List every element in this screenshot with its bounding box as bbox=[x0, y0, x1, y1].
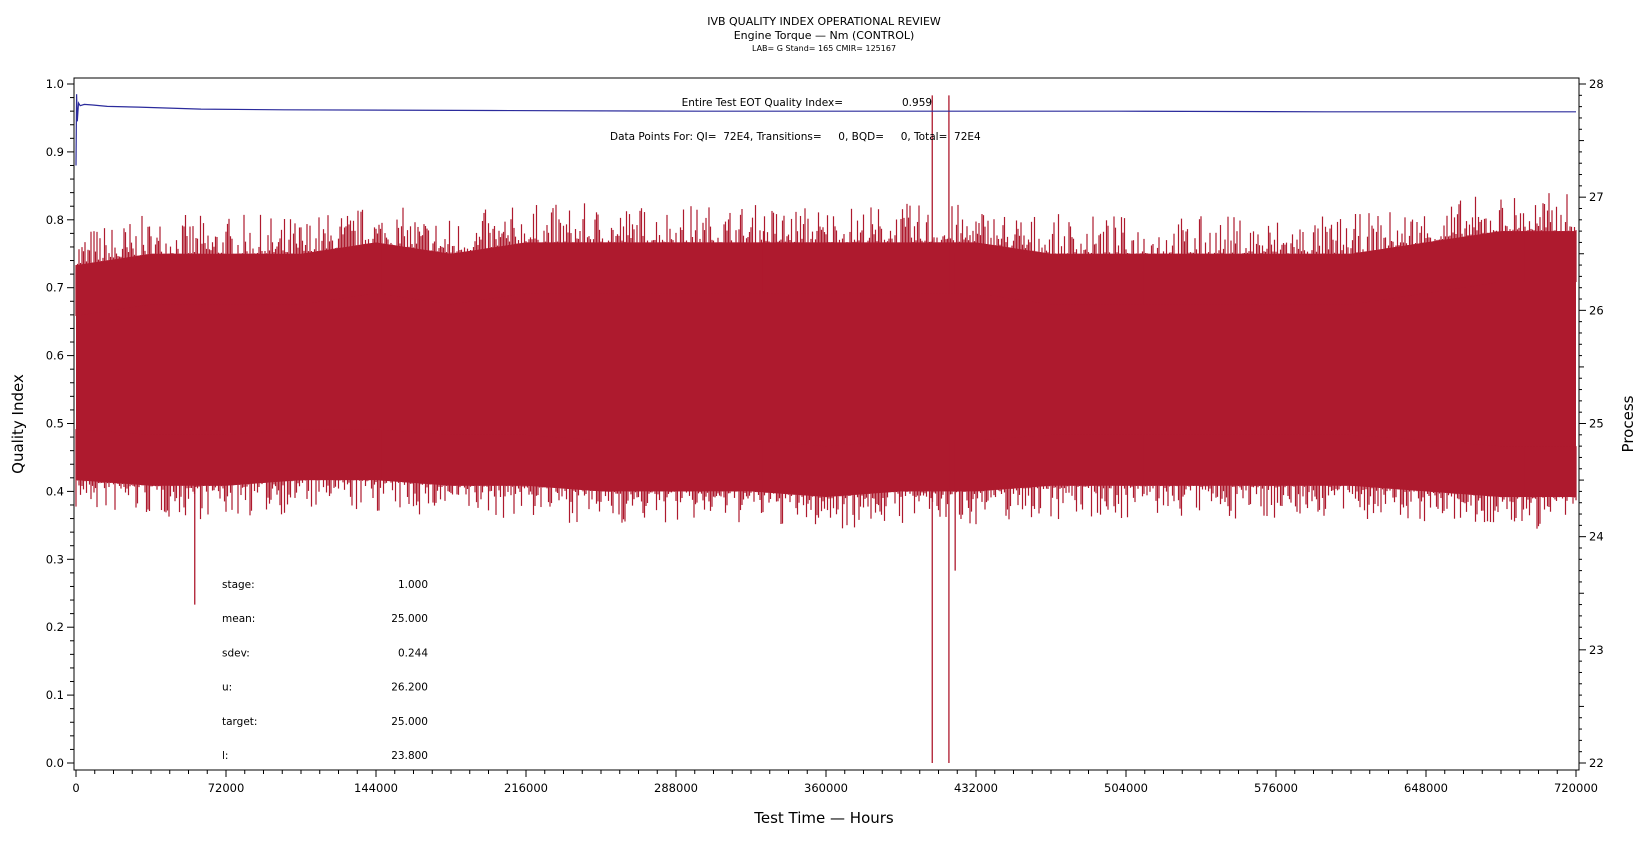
y-left-tick-label: 1.0 bbox=[46, 77, 64, 91]
stats-block: stage: 1.000 mean: 25.000 sdev: 0.244 u: 26.200… bbox=[222, 579, 428, 762]
x-tick-label: 360000 bbox=[804, 781, 848, 795]
data-points-annotation: Data Points For: QI= 72E4, Transitions= … bbox=[610, 131, 981, 143]
stat-value: 0.244 bbox=[398, 647, 428, 659]
y-right-tick-label: 27 bbox=[1589, 190, 1604, 204]
stat-label: u: bbox=[222, 682, 232, 694]
axes: 0.0 0.1 0.2 0.3 0.4 0.5 0.6 0.7 0.8 0.9 1.0 22 23 24 2… bbox=[46, 77, 1604, 795]
qi-annotation-label: Entire Test EOT Quality Index= bbox=[682, 97, 843, 109]
y-left-tick-label: 0.2 bbox=[46, 620, 64, 634]
qi-annotation-value: 0.959 bbox=[902, 97, 932, 109]
x-tick-label: 0 bbox=[72, 781, 79, 795]
y-axis-right-title: Process bbox=[1619, 395, 1637, 452]
y-right-tick-label: 25 bbox=[1589, 417, 1604, 431]
y-right-tick-label: 23 bbox=[1589, 643, 1604, 657]
x-tick-label: 72000 bbox=[208, 781, 245, 795]
x-tick-label: 216000 bbox=[504, 781, 548, 795]
x-tick-label: 576000 bbox=[1254, 781, 1298, 795]
quality-index-series bbox=[75, 94, 1576, 166]
stat-value: 1.000 bbox=[398, 579, 428, 591]
x-axis-title: Test Time — Hours bbox=[753, 809, 894, 827]
y-left-tick-label: 0.8 bbox=[46, 213, 64, 227]
y-axis-left-title: Quality Index bbox=[9, 374, 27, 474]
x-tick-label: 648000 bbox=[1404, 781, 1448, 795]
y-right-tick-label: 22 bbox=[1589, 756, 1604, 770]
stat-value: 23.800 bbox=[391, 750, 428, 762]
stat-label: mean: bbox=[222, 613, 255, 625]
y-right-tick-label: 28 bbox=[1589, 77, 1604, 91]
x-tick-label: 720000 bbox=[1554, 781, 1598, 795]
stat-label: target: bbox=[222, 716, 257, 728]
y-left-tick-label: 0.9 bbox=[46, 145, 64, 159]
y-left-tick-label: 0.7 bbox=[46, 281, 64, 295]
y-left-tick-label: 0.3 bbox=[46, 552, 64, 566]
stat-label: stage: bbox=[222, 579, 255, 591]
y-left-tick-label: 0.0 bbox=[46, 756, 64, 770]
y-right-tick-label: 24 bbox=[1589, 530, 1604, 544]
chart-title: IVB QUALITY INDEX OPERATIONAL REVIEW bbox=[707, 15, 941, 28]
y-left-tick-label: 0.5 bbox=[46, 417, 64, 431]
y-left-tick-label: 0.1 bbox=[46, 688, 64, 702]
x-tick-label: 144000 bbox=[354, 781, 398, 795]
process-spikes bbox=[194, 95, 956, 763]
chart-subtitle: Engine Torque — Nm (CONTROL) bbox=[734, 29, 915, 42]
x-tick-label: 432000 bbox=[954, 781, 998, 795]
stat-value: 26.200 bbox=[391, 682, 428, 694]
chart-subtitle-2: LAB= G Stand= 165 CMIR= 125167 bbox=[752, 44, 896, 53]
x-tick-label: 504000 bbox=[1104, 781, 1148, 795]
quality-index-line bbox=[75, 94, 1576, 166]
y-left-tick-label: 0.4 bbox=[46, 484, 64, 498]
y-left-tick-label: 0.6 bbox=[46, 349, 64, 363]
stat-value: 25.000 bbox=[391, 613, 428, 625]
process-band bbox=[75, 193, 1577, 529]
x-tick-label: 288000 bbox=[654, 781, 698, 795]
stat-label: sdev: bbox=[222, 647, 250, 659]
stat-value: 25.000 bbox=[391, 716, 428, 728]
y-right-tick-label: 26 bbox=[1589, 303, 1604, 317]
stat-label: l: bbox=[222, 750, 228, 762]
